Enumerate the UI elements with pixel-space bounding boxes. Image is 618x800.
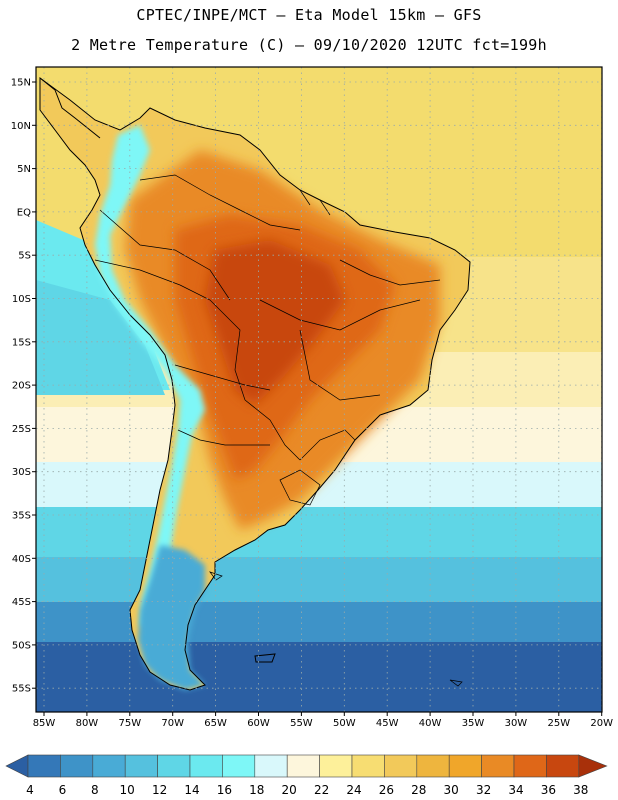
lon-label: 60W <box>247 718 270 729</box>
colorbar-label: 14 <box>184 783 199 797</box>
colorbar-label: 6 <box>59 783 67 797</box>
colorbar-label: 18 <box>249 783 264 797</box>
lat-label: 35S <box>12 511 31 522</box>
colorbar-swatch <box>351 754 385 778</box>
colorbar-under-arrow <box>5 754 29 778</box>
map-field <box>36 67 602 712</box>
ocean-band-deep-blue <box>36 642 602 712</box>
lat-label: 10N <box>11 121 31 132</box>
lat-label: 5N <box>17 164 31 175</box>
lon-label: 65W <box>204 718 227 729</box>
colorbar-label: 28 <box>411 783 426 797</box>
colorbar-swatch <box>254 754 288 778</box>
colorbar-label: 16 <box>217 783 232 797</box>
lon-label: 40W <box>419 718 442 729</box>
lon-label: 80W <box>76 718 99 729</box>
lat-label: EQ <box>17 207 31 218</box>
lat-label: 15N <box>11 78 31 89</box>
color-legend: 4 6 8 10 12 14 16 18 20 22 24 26 28 30 32 34 36 38 <box>5 754 608 797</box>
lat-label: 45S <box>12 597 31 608</box>
lon-label: 35W <box>462 718 485 729</box>
colorbar-swatch <box>319 754 353 778</box>
colorbar-swatch <box>416 754 450 778</box>
colorbar-label: 20 <box>282 783 297 797</box>
graticule <box>36 67 602 712</box>
colorbar-swatch <box>124 754 158 778</box>
colorbar-label: 34 <box>508 783 523 797</box>
lon-label: 50W <box>333 718 356 729</box>
lat-label: 25S <box>12 424 31 435</box>
country-borders <box>39 77 471 691</box>
colorbar-over-arrow <box>578 754 608 778</box>
continent <box>40 78 470 690</box>
colorbar-swatch <box>27 754 61 778</box>
map-frame <box>35 66 603 713</box>
lat-label: 20S <box>12 381 31 392</box>
lon-label: 30W <box>505 718 528 729</box>
map-title-line-2: 2 Metre Temperature (C) – 09/10/2020 12U… <box>71 36 547 54</box>
lon-label: 55W <box>290 718 313 729</box>
colorbar-swatch <box>448 754 482 778</box>
colorbar-swatch <box>384 754 418 778</box>
ocean-band-cyan <box>36 507 602 557</box>
longitude-axis: 85W 80W 75W 70W 65W 60W 55W 50W 45W 40W 35W 30W 25W 2… <box>33 712 613 729</box>
colorbar-label: 26 <box>379 783 394 797</box>
lon-label: 25W <box>547 718 570 729</box>
lon-label: 75W <box>118 718 141 729</box>
colorbar-swatch <box>546 754 580 778</box>
interior-hottest-zone <box>205 240 345 405</box>
lat-label: 10S <box>12 294 31 305</box>
colorbar-label: 10 <box>120 783 135 797</box>
colorbar-swatch <box>513 754 547 778</box>
lat-label: 15S <box>12 337 31 348</box>
colorbar-label: 4 <box>26 783 34 797</box>
colorbar-swatch <box>481 754 515 778</box>
colorbar-swatch <box>189 754 223 778</box>
colorbar-label: 24 <box>346 783 361 797</box>
colorbar-label: 8 <box>91 783 99 797</box>
map-title-line-1: CPTEC/INPE/MCT – Eta Model 15km – GFS <box>136 6 482 24</box>
lon-label: 20W <box>590 718 613 729</box>
lon-label: 45W <box>376 718 399 729</box>
lon-label: 85W <box>33 718 56 729</box>
colorbar-label: 12 <box>152 783 167 797</box>
colorbar-label: 32 <box>476 783 491 797</box>
ocean-band-blue <box>36 602 602 642</box>
latitude-axis: 15N 10N 5N EQ 5S 10S 15S 20S 25S 30S 35S 40S 45S 50S 5… <box>11 78 36 695</box>
lat-label: 5S <box>18 251 31 262</box>
lat-label: 50S <box>12 640 31 651</box>
pacific-cool-core <box>36 280 165 395</box>
colorbar-label: 38 <box>573 783 588 797</box>
colorbar-swatch <box>60 754 94 778</box>
colorbar-swatch <box>157 754 191 778</box>
lat-label: 40S <box>12 554 31 565</box>
colorbar-swatch <box>92 754 126 778</box>
lon-label: 70W <box>161 718 184 729</box>
lat-label: 55S <box>12 684 31 695</box>
colorbar-label: 36 <box>541 783 556 797</box>
andes-cold-band <box>95 125 205 630</box>
ocean-band-teal <box>36 557 602 602</box>
colorbar-swatch <box>286 754 320 778</box>
colorbar-label: 22 <box>314 783 329 797</box>
colorbar-swatch <box>222 754 256 778</box>
patagonia-cool-zone <box>138 545 205 690</box>
lat-label: 30S <box>12 467 31 478</box>
colorbar-label: 30 <box>444 783 459 797</box>
